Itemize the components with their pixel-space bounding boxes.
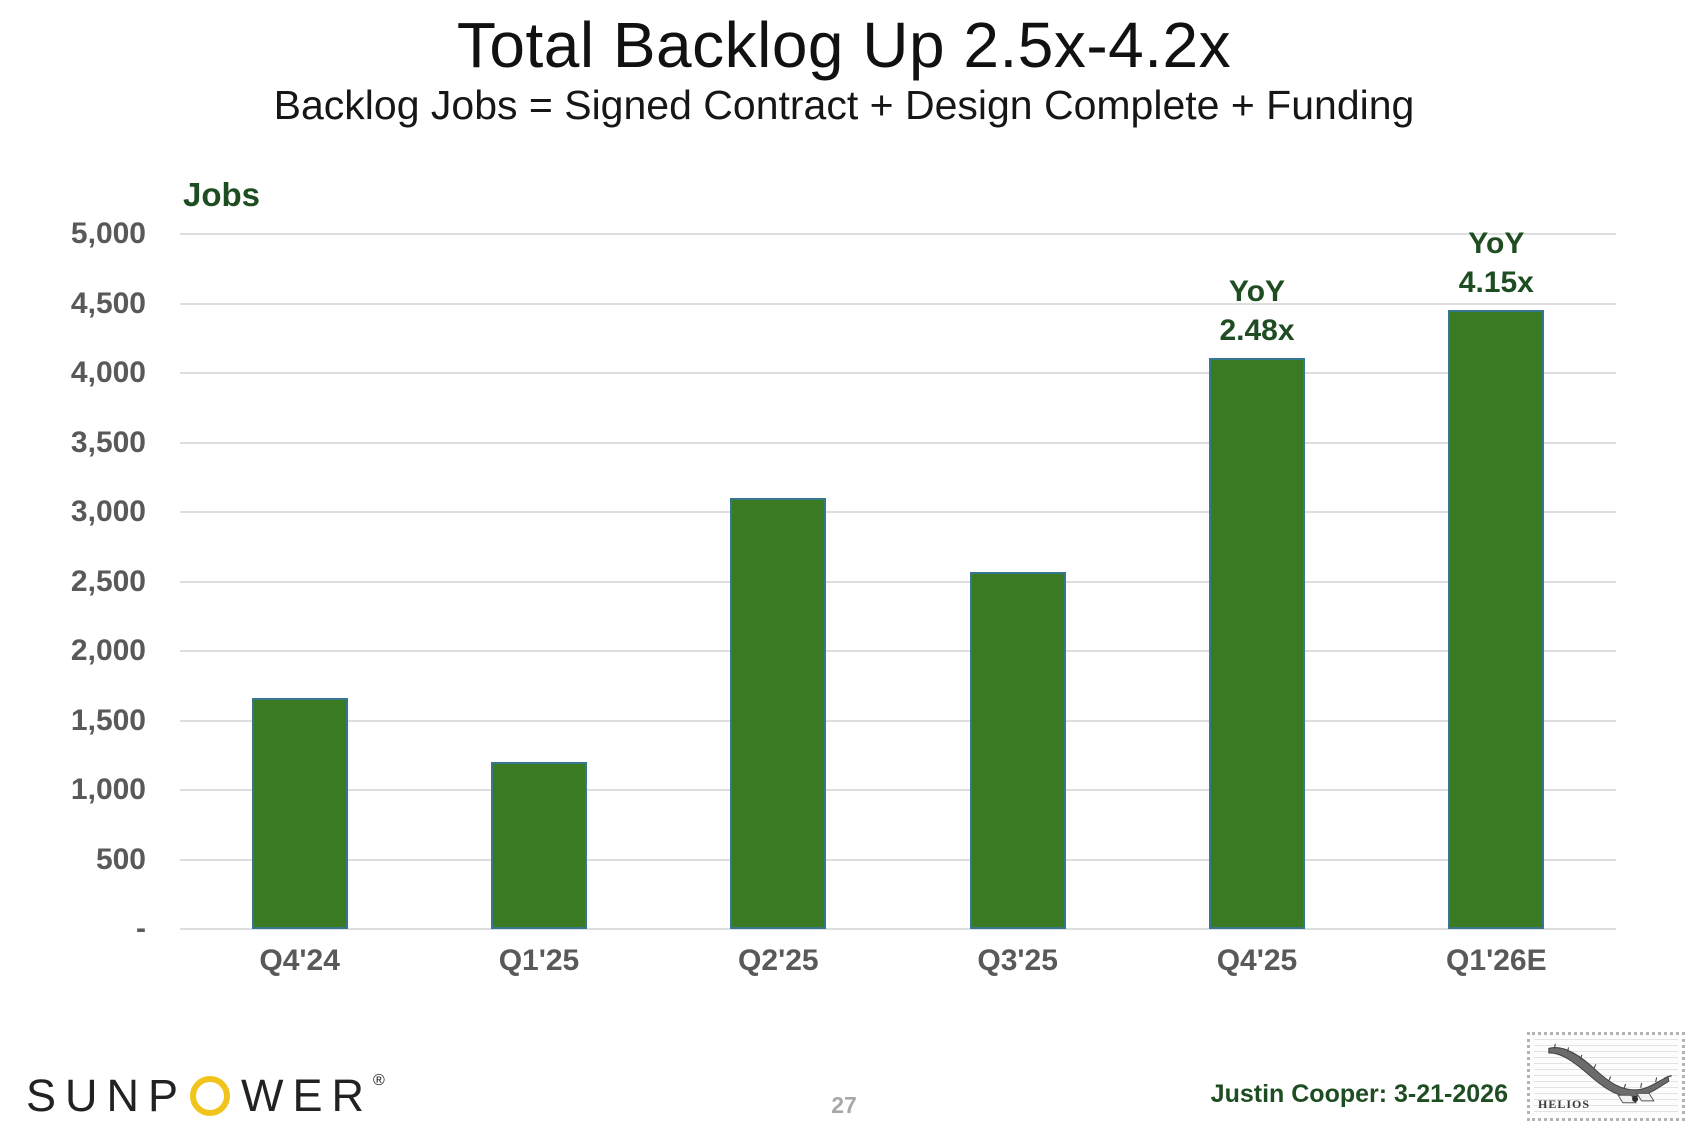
bar [730, 498, 827, 929]
gridline [180, 580, 1616, 583]
x-tick-label: Q4'25 [1216, 944, 1298, 977]
helios-aircraft-drawing [1548, 1043, 1672, 1104]
slide-title: Total Backlog Up 2.5x-4.2x [456, 9, 1232, 81]
y-tick-label: 3,000 [70, 495, 146, 528]
gridline [180, 928, 1616, 930]
bar [251, 698, 348, 929]
logo-text-prefix: SUNP [26, 1070, 188, 1121]
x-tick-label: Q4'24 [259, 944, 340, 977]
bar [1448, 310, 1545, 929]
gridline [180, 441, 1616, 444]
gridline [180, 719, 1616, 722]
helios-stamp: HELIOS [1527, 1032, 1685, 1121]
bar [491, 762, 587, 929]
yoy-annotation: YoY 4.15x [1377, 224, 1616, 302]
x-tick-label: Q1'25 [498, 944, 580, 977]
x-tick-label: Q3'25 [977, 944, 1058, 977]
y-axis-title: Jobs [183, 176, 261, 213]
x-tick-label: Q2'25 [738, 944, 819, 977]
y-axis: - 500 1,000 1,500 2,000 2,500 3,000 3,500 4,000 4… [0, 217, 146, 945]
y-tick-label: 1,000 [70, 773, 146, 806]
y-tick-label: 4,500 [70, 286, 146, 320]
plot-area: YoY 2.48x YoY 4.15x [180, 227, 1616, 930]
gridline [180, 511, 1616, 513]
stamp-artwork: HELIOS [1534, 1039, 1678, 1114]
y-tick-label: 2,500 [70, 564, 146, 598]
yoy-annotation-line: YoY [1468, 227, 1525, 261]
gridline [180, 302, 1616, 305]
registered-mark: ® [373, 1072, 385, 1089]
sunpower-logo: SUNP WER ® [26, 1070, 385, 1122]
y-tick-label: 3,500 [70, 425, 146, 459]
x-tick-label: Q1'26E [1446, 944, 1547, 977]
author-date-text: Justin Cooper: 3-21-2026 [1210, 1080, 1508, 1108]
gridline [180, 650, 1616, 652]
y-tick-label: 4,000 [70, 356, 146, 389]
bar [969, 571, 1066, 929]
logo-text-suffix: WER [241, 1070, 374, 1121]
yoy-annotation-line: 4.15x [1458, 266, 1534, 300]
y-tick-label: 5,000 [70, 217, 146, 250]
x-axis: Q4'24 Q1'25 Q2'25 Q3'25 Q4'25 Q1'26E [180, 944, 1616, 984]
y-tick-label: - [136, 912, 146, 945]
yoy-annotation-line: 2.48x [1219, 313, 1295, 347]
y-tick-label: 2,000 [70, 634, 146, 667]
gridline [180, 372, 1616, 374]
yoy-annotation-line: YoY [1228, 274, 1286, 308]
y-tick-label: 500 [95, 842, 146, 876]
sun-ring-icon [190, 1076, 231, 1116]
gridline [180, 858, 1616, 861]
y-tick-label: 1,500 [70, 703, 146, 737]
stamp-label: HELIOS [1538, 1097, 1591, 1111]
gridline [180, 233, 1616, 235]
bar [1209, 357, 1305, 929]
page-number: 27 [831, 1092, 857, 1118]
gridline [180, 789, 1616, 791]
yoy-annotation: YoY 2.48x [1137, 272, 1376, 350]
slide-subtitle: Backlog Jobs = Signed Contract + Design … [273, 82, 1415, 128]
